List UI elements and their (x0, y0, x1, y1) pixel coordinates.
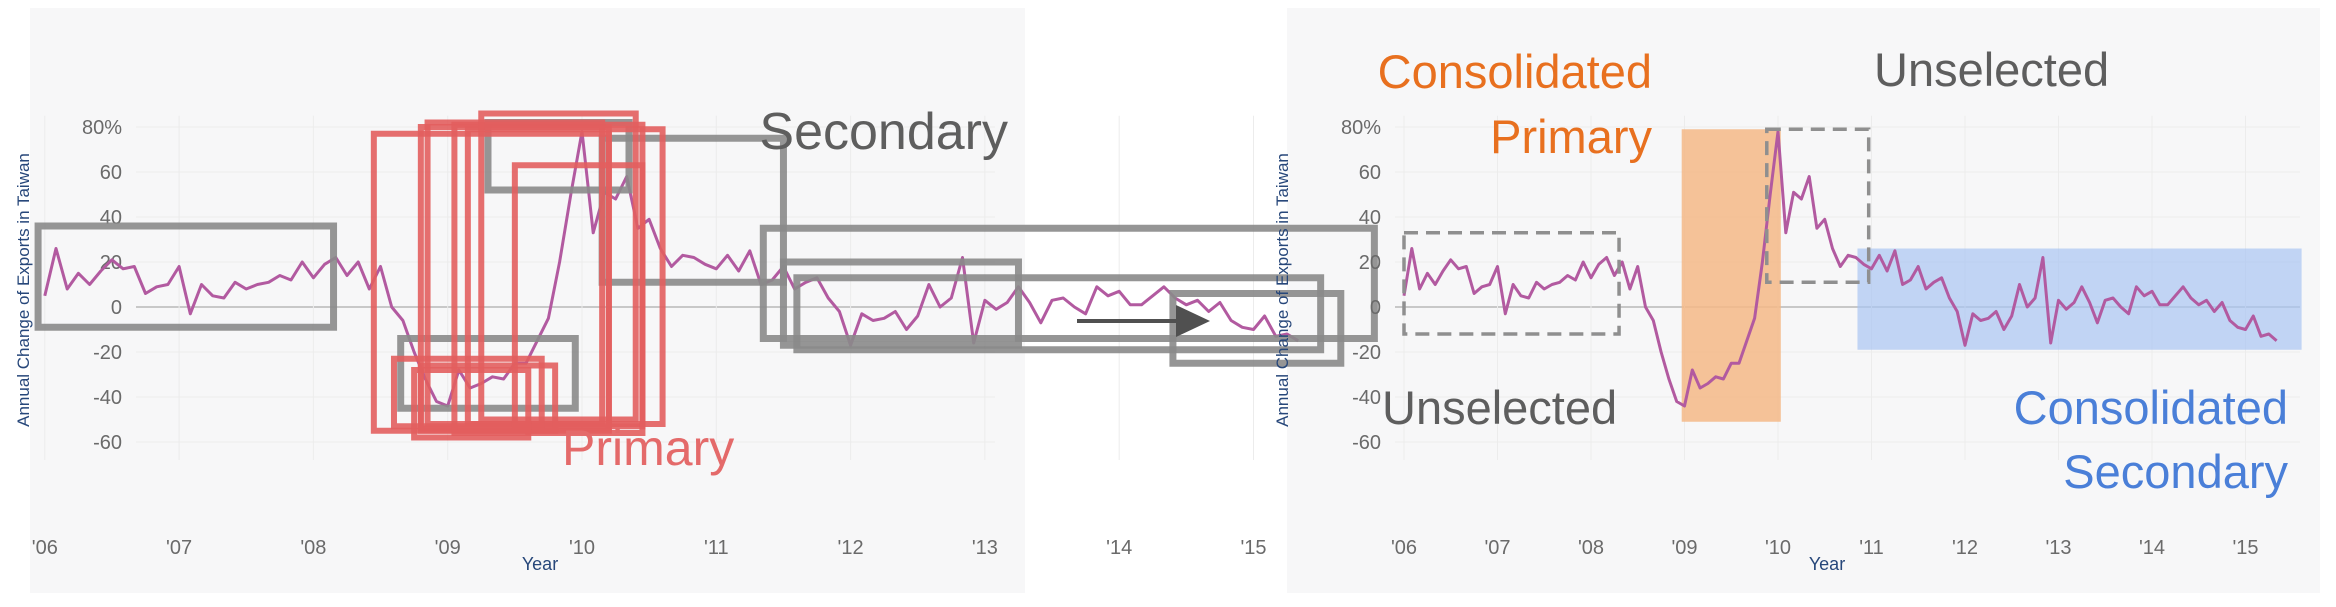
left-secondary-selection-box (397, 335, 579, 412)
left-secondary-selection-box (34, 222, 338, 331)
right-series-line (1402, 130, 2278, 408)
right-x-tick-label: '09 (1671, 537, 1697, 559)
right-consolidated-secondary-label-line2: Secondary (2063, 445, 2288, 498)
right-x-tick-label: '11 (1859, 537, 1884, 559)
left-x-tick-label: '06 (32, 537, 58, 559)
left-primary-selection-box (390, 355, 545, 430)
arrow-head-icon (1176, 305, 1210, 337)
right-consolidated-primary-label-line2: Primary (1490, 110, 1652, 163)
left-y-tick-label: 80% (82, 117, 122, 139)
right-x-tick-label: '10 (1765, 537, 1791, 559)
left-primary-label: Primary (562, 420, 734, 476)
left-x-tick-label: '13 (972, 537, 998, 559)
left-x-tick-label: '14 (1106, 537, 1132, 559)
transition-arrow (1077, 305, 1210, 337)
left-x-tick-label: '09 (435, 537, 461, 559)
right-y-tick-label: 20 (1359, 252, 1381, 274)
left-primary-selection-box (411, 367, 532, 441)
left-secondary-selection-box (1169, 290, 1345, 367)
right-y-tick-label: -60 (1352, 432, 1381, 454)
left-secondary-selection-box (793, 274, 1325, 354)
right-consolidated-primary-label-line1: Consolidated (1378, 45, 1652, 98)
right-y-axis-label: Annual Change of Exports in Taiwan (1273, 153, 1292, 427)
right-x-tick-label: '06 (1391, 537, 1417, 559)
left-y-tick-label: -60 (93, 432, 122, 454)
left-x-tick-label: '15 (1240, 537, 1266, 559)
left-y-tick-label: 0 (111, 297, 122, 319)
right-unselected-box (1765, 127, 1871, 284)
right-consolidated-secondary-band (1857, 248, 2302, 350)
right-x-axis-label: Year (1809, 554, 1845, 574)
left-chart: 80% 60 40 20 0 -20 -40 -60 '06 '07 '08 '09 '10 '11 '12… (14, 103, 1378, 574)
right-y-tick-label: 0 (1370, 297, 1381, 319)
left-secondary-selection-box (759, 224, 1378, 342)
right-y-tick-label: 80% (1341, 117, 1381, 139)
right-unselected-label-bottom: Unselected (1382, 381, 1617, 434)
left-y-tick-label: -20 (93, 342, 122, 364)
right-x-tick-label: '13 (2045, 537, 2071, 559)
right-x-tick-label: '14 (2139, 537, 2165, 559)
right-x-tick-label: '15 (2232, 537, 2258, 559)
left-series-line (43, 130, 1299, 408)
right-x-tick-label: '07 (1484, 537, 1510, 559)
right-x-tick-label: '12 (1952, 537, 1978, 559)
left-primary-selection-box (417, 362, 559, 434)
right-consolidated-secondary-label-line1: Consolidated (2014, 381, 2288, 434)
left-y-tick-label: 60 (100, 162, 122, 184)
left-x-axis-label: Year (522, 554, 558, 574)
left-y-tick-label: -40 (93, 387, 122, 409)
right-y-tick-label: -40 (1352, 387, 1381, 409)
left-x-tick-label: '07 (166, 537, 192, 559)
left-y-axis-label: Annual Change of Exports in Taiwan (14, 153, 33, 427)
right-unselected-label-top: Unselected (1874, 43, 2109, 96)
left-x-tick-label: '11 (704, 537, 729, 559)
right-x-tick-label: '08 (1578, 537, 1604, 559)
right-consolidated-primary-band (1681, 129, 1781, 422)
right-y-tick-label: 60 (1359, 162, 1381, 184)
right-chart: 80% 60 40 20 0 -20 -40 -60 '06 '07 '08 '09 '10 '11 '12… (1273, 43, 2302, 574)
left-secondary-selection-box (779, 258, 1022, 349)
right-y-tick-label: -20 (1352, 342, 1381, 364)
right-unselected-box (1402, 231, 1621, 336)
left-secondary-label: Secondary (759, 103, 1008, 161)
left-x-tick-label: '08 (300, 537, 326, 559)
left-x-tick-label: '12 (838, 537, 864, 559)
right-y-tick-label: 40 (1359, 207, 1381, 229)
left-primary-selection-box (478, 110, 639, 423)
left-x-tick-label: '10 (569, 537, 595, 559)
left-primary-selection-box (511, 162, 646, 430)
